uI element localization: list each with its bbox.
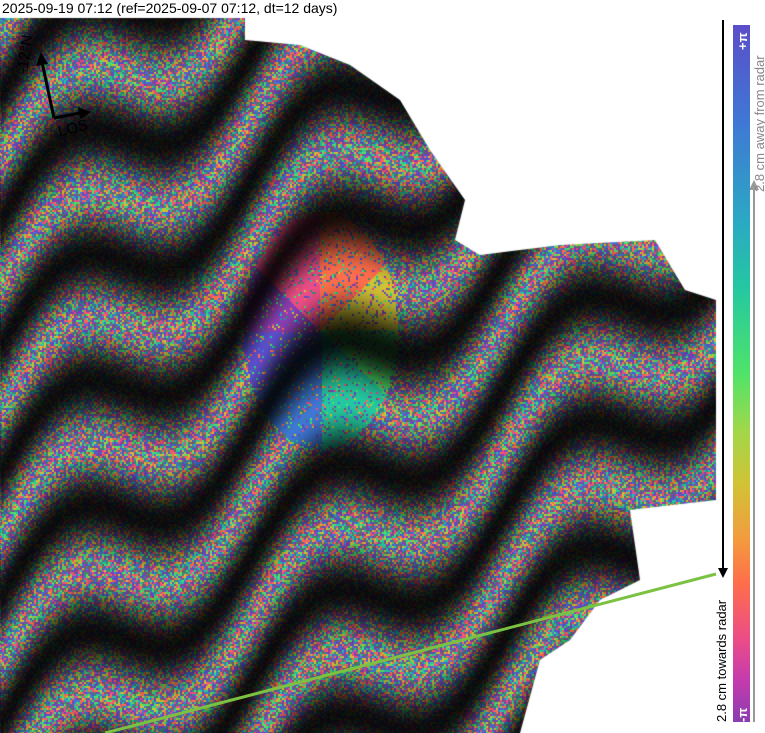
phase-colorbar [733,25,750,722]
towards-arrow [718,20,728,578]
away-from-radar-label: 2.8 cm away from radar [752,55,765,192]
colorbar-max-label: +π [735,32,750,50]
colorbar-min-label: -π [735,707,750,722]
towards-radar-label: 2.8 cm towards radar [714,599,729,722]
map-title: 2025-09-19 07:12 (ref=2025-09-07 07:12, … [2,0,338,16]
profile-line [104,572,717,733]
north-los-arrows-icon [36,52,91,120]
away-arrow [749,180,759,722]
